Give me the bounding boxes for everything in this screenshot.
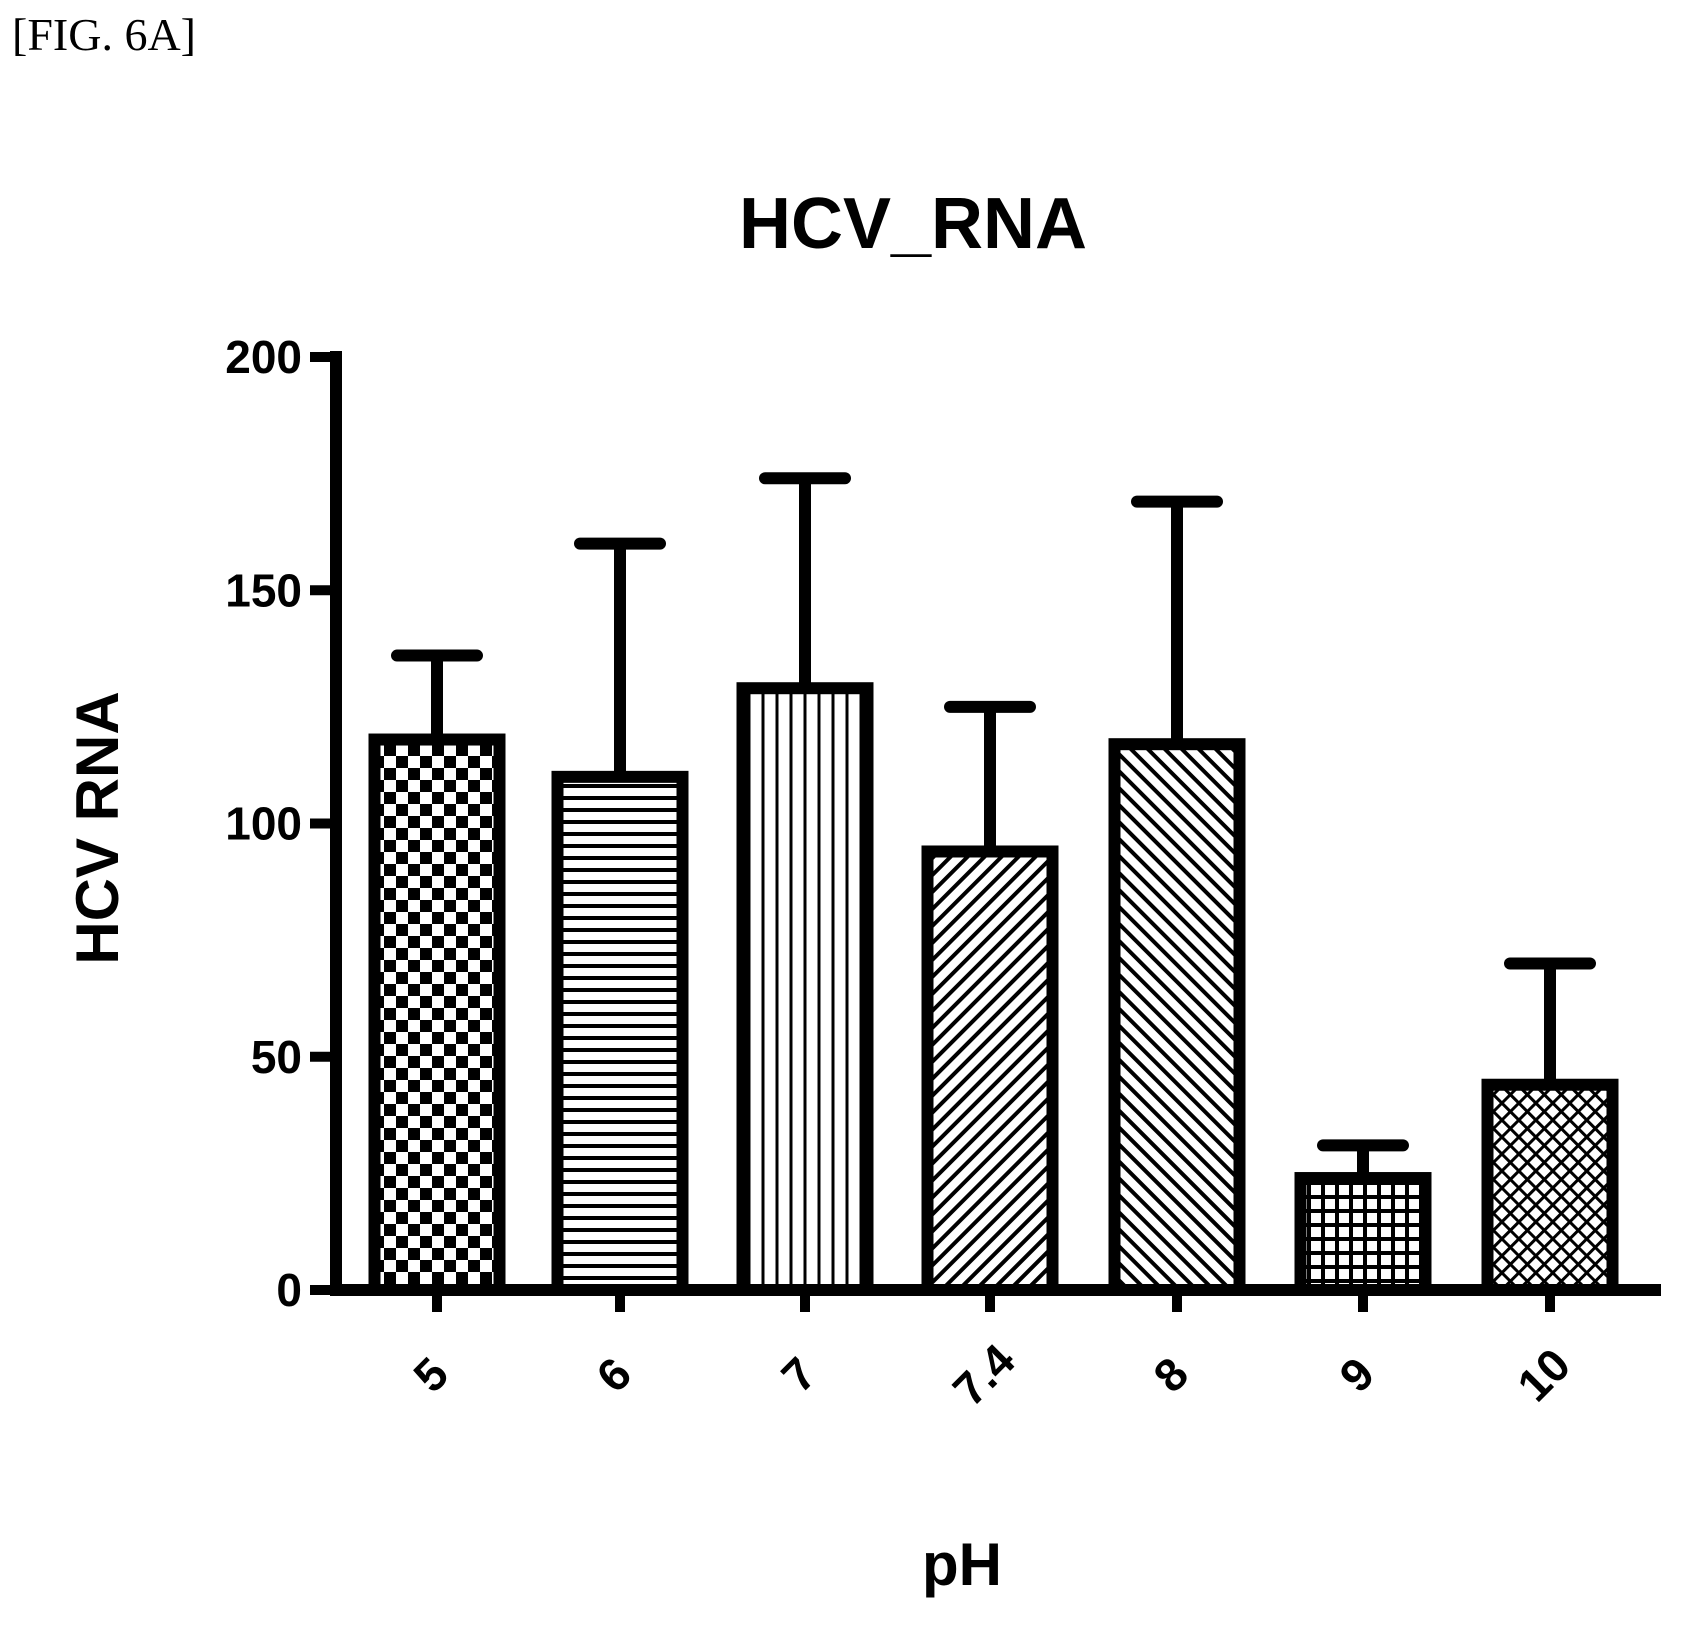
x-tick-label-10: 10 (1507, 1338, 1580, 1411)
y-tick-label-200: 200 (225, 331, 302, 383)
bar-7-4 (928, 851, 1053, 1290)
bar-9 (1301, 1178, 1426, 1290)
y-axis-label: HCV RNA (64, 691, 131, 964)
bar-10 (1488, 1085, 1613, 1290)
y-tick-label-0: 0 (276, 1264, 302, 1316)
bar-8 (1115, 744, 1240, 1290)
y-tick-label-50: 50 (251, 1031, 302, 1083)
y-tick-label-150: 150 (225, 564, 302, 616)
x-tick-label-8: 8 (1143, 1347, 1198, 1402)
x-tick-label-6: 6 (586, 1347, 641, 1402)
x-tick-label-7-4: 7.4 (943, 1333, 1025, 1415)
bar-7 (743, 688, 868, 1290)
x-axis-label: pH (922, 1531, 1002, 1598)
x-tick-label-9: 9 (1329, 1347, 1384, 1402)
y-tick-label-100: 100 (225, 798, 302, 850)
chart-title: HCV_RNA (739, 184, 1087, 264)
plot-area: 0 50 100 150 200 5 6 7 7.4 8 9 10 (225, 331, 1655, 1416)
x-tick-label-5: 5 (403, 1347, 458, 1402)
x-tick-label-7: 7 (771, 1347, 826, 1402)
bar-6 (558, 777, 683, 1290)
bar-5 (375, 740, 500, 1290)
